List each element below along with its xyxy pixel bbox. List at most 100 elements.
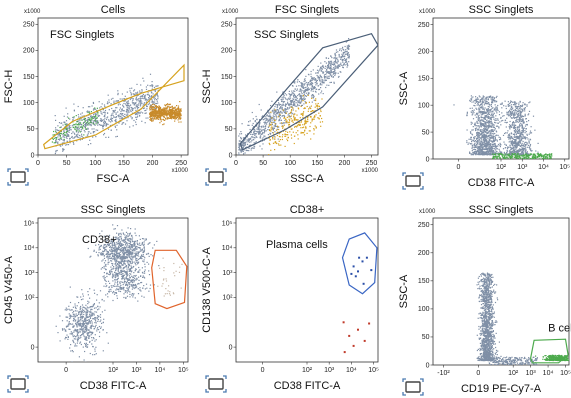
data-point <box>522 118 524 120</box>
data-point <box>495 96 497 99</box>
data-point <box>489 152 491 154</box>
data-point <box>518 149 520 151</box>
data-point <box>177 110 179 112</box>
data-point <box>484 124 486 127</box>
data-point <box>492 145 494 147</box>
data-point <box>521 130 523 132</box>
data-point <box>152 111 154 114</box>
data-point <box>123 110 125 112</box>
data-point <box>282 93 284 95</box>
data-point <box>519 148 521 150</box>
data-point <box>58 122 61 124</box>
data-point <box>95 116 97 118</box>
data-point <box>486 102 488 105</box>
data-point <box>515 144 517 146</box>
data-point <box>474 145 477 147</box>
data-point <box>513 113 515 115</box>
data-point <box>138 104 140 106</box>
data-point <box>128 111 130 113</box>
data-point <box>487 121 489 123</box>
data-point <box>305 127 307 129</box>
data-point <box>478 152 480 155</box>
zoom-fit-icon[interactable] <box>205 168 227 186</box>
data-point <box>260 133 262 135</box>
data-point <box>473 145 475 147</box>
data-point <box>275 129 278 131</box>
data-point <box>483 141 485 143</box>
data-point <box>333 64 335 66</box>
data-point <box>494 104 496 106</box>
data-point <box>75 123 77 125</box>
data-point <box>514 130 516 132</box>
data-point <box>292 98 294 100</box>
data-point <box>180 110 182 112</box>
data-point <box>312 85 314 88</box>
data-point <box>482 152 484 155</box>
data-point <box>484 118 486 120</box>
data-point <box>491 129 493 131</box>
data-point <box>122 117 124 119</box>
data-point <box>250 144 252 146</box>
y-tick-label: 50 <box>225 126 233 133</box>
data-point <box>509 103 511 105</box>
data-point <box>294 117 296 119</box>
data-point <box>515 103 517 105</box>
data-point <box>258 122 261 124</box>
data-point <box>348 47 350 50</box>
data-point <box>518 104 520 106</box>
data-point <box>529 148 531 150</box>
data-point <box>511 114 513 116</box>
data-point <box>97 114 99 117</box>
data-point <box>523 121 525 123</box>
data-point <box>491 151 493 153</box>
data-point <box>174 106 176 109</box>
data-point <box>283 122 285 124</box>
data-point <box>532 153 534 155</box>
data-point <box>526 151 528 153</box>
data-point <box>121 114 123 116</box>
data-point <box>510 117 513 119</box>
data-point <box>288 121 290 123</box>
data-point <box>480 123 482 125</box>
data-point <box>289 93 291 96</box>
zoom-fit-icon[interactable] <box>7 168 29 186</box>
data-point <box>479 122 482 124</box>
data-point <box>300 82 302 84</box>
data-point <box>267 120 270 122</box>
data-point <box>308 82 310 84</box>
data-point <box>334 60 337 62</box>
data-point <box>150 113 152 115</box>
data-point <box>124 123 127 125</box>
data-point <box>540 155 542 157</box>
data-point <box>156 100 158 102</box>
data-point <box>525 144 527 146</box>
data-point <box>144 97 146 99</box>
data-point <box>521 150 523 152</box>
data-point <box>282 101 284 103</box>
data-point <box>514 101 516 103</box>
data-point <box>330 67 332 69</box>
data-point <box>323 76 326 79</box>
data-point <box>338 53 340 56</box>
data-point <box>254 142 257 144</box>
data-point <box>483 118 485 120</box>
data-point <box>276 108 278 110</box>
data-point <box>513 114 515 116</box>
data-point <box>174 120 176 122</box>
data-point <box>68 129 70 131</box>
data-point <box>154 106 156 108</box>
data-point <box>158 115 160 117</box>
data-point <box>515 112 517 114</box>
data-point <box>125 114 127 116</box>
data-point <box>520 149 522 151</box>
data-point <box>270 118 272 120</box>
data-point <box>243 139 245 141</box>
data-point <box>490 125 492 127</box>
gate-polygon[interactable] <box>239 32 378 151</box>
data-point <box>84 127 86 129</box>
data-point <box>287 101 289 103</box>
data-point <box>515 140 517 142</box>
data-point <box>329 61 331 63</box>
gate-polygon[interactable] <box>43 63 185 150</box>
data-point <box>117 101 119 103</box>
